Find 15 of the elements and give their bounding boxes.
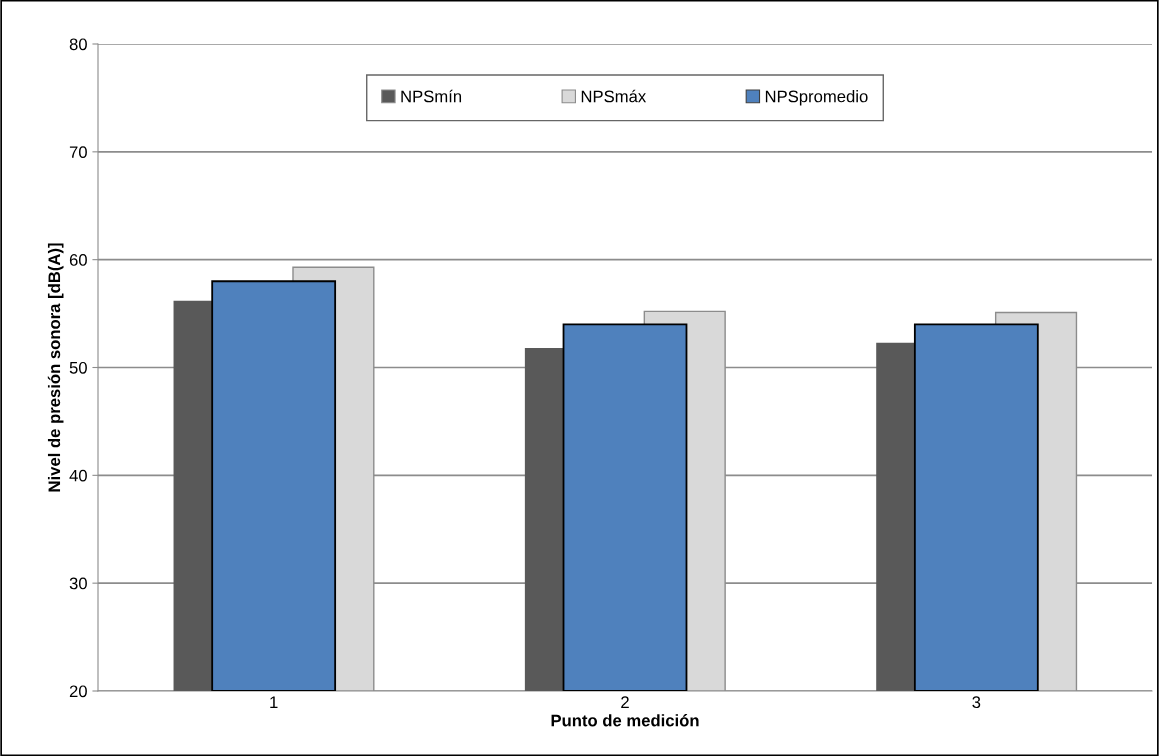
y-tick-label: 40 xyxy=(69,469,87,482)
y-tick-label: 30 xyxy=(69,577,87,590)
y-tick-label: 70 xyxy=(69,146,87,159)
x-tick-label: 2 xyxy=(621,696,629,708)
y-axis-title: Nivel de presión sonora [dB(A)] xyxy=(47,243,64,492)
legend-label: NPSmín xyxy=(401,89,462,103)
y-tick-label: 80 xyxy=(69,38,87,51)
y-tick-label: 20 xyxy=(69,685,87,698)
x-axis-title: Punto de medición xyxy=(551,714,699,727)
x-tick-label: 3 xyxy=(972,696,981,709)
y-tick-label: 50 xyxy=(69,361,87,374)
legend-label: NPSmáx xyxy=(581,89,647,103)
y-tick-label: 60 xyxy=(69,254,87,266)
x-tick-label: 1 xyxy=(270,696,278,708)
legend-label: NPSpromedio xyxy=(765,90,868,106)
